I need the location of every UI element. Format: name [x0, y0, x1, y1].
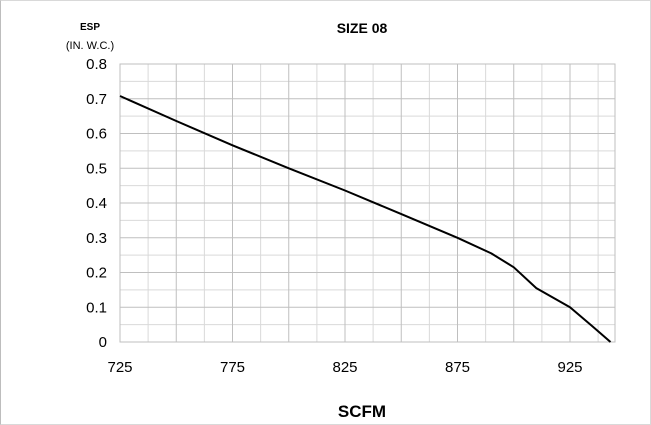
y-axis-label-line1: ESP [80, 22, 100, 33]
x-axis-label: SCFM [338, 402, 386, 421]
y-tick-label: 0 [99, 334, 107, 351]
y-tick-label: 0.6 [86, 126, 107, 143]
x-tick-label: 775 [220, 359, 245, 376]
tick-labels: 0 0.1 0.2 0.3 0.4 0.5 0.6 0.7 0.8 725 775 825 875 925 [86, 56, 582, 376]
y-tick-label: 0.7 [86, 91, 107, 108]
y-axis-label-line2: (IN. W.C.) [66, 40, 114, 52]
series-layer [119, 95, 612, 343]
x-tick-label: 925 [557, 359, 582, 376]
y-tick-label: 0.8 [86, 56, 107, 73]
grid [119, 63, 616, 343]
x-tick-label: 825 [332, 359, 357, 376]
x-tick-label: 875 [445, 359, 470, 376]
y-tick-label: 0.3 [86, 230, 107, 247]
y-tick-label: 0.5 [86, 160, 107, 177]
y-tick-label: 0.4 [86, 195, 107, 212]
y-tick-label: 0.2 [86, 265, 107, 282]
x-tick-label: 725 [107, 359, 132, 376]
chart-title: SIZE 08 [337, 20, 388, 36]
y-tick-label: 0.1 [86, 299, 107, 316]
plot-area-border [119, 63, 616, 343]
series-line [119, 95, 612, 343]
